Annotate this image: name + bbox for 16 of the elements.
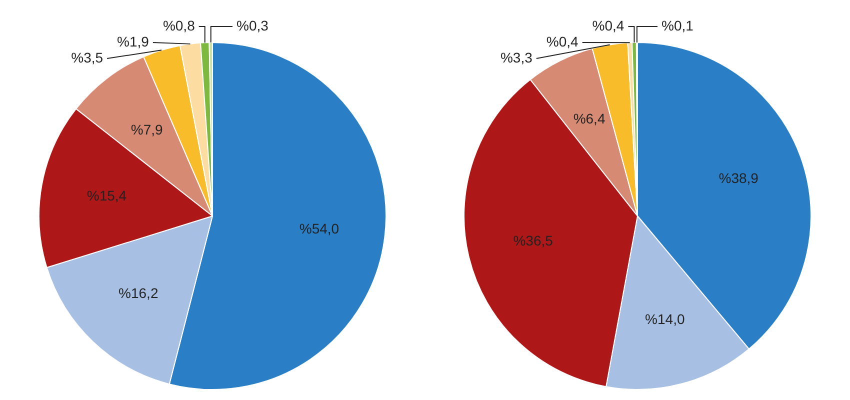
data-label: %15,4 [86, 187, 127, 204]
data-label: %0,1 [662, 17, 694, 34]
data-label: %54,0 [299, 220, 340, 236]
data-label: %3,3 [500, 49, 533, 66]
data-label: %1,9 [117, 33, 150, 50]
data-label: %3,5 [71, 49, 104, 66]
data-label: %0,4 [546, 33, 579, 50]
data-label: %16,2 [118, 284, 158, 301]
data-label: %36,5 [513, 232, 554, 249]
data-label: %0,8 [162, 17, 196, 34]
data-label: %7,9 [130, 122, 163, 138]
data-label: %38,9 [718, 170, 759, 186]
data-label: %6,4 [573, 110, 606, 127]
data-label: %0,3 [236, 17, 269, 34]
data-label: %0,4 [592, 17, 624, 34]
data-label: %14,0 [645, 310, 685, 327]
